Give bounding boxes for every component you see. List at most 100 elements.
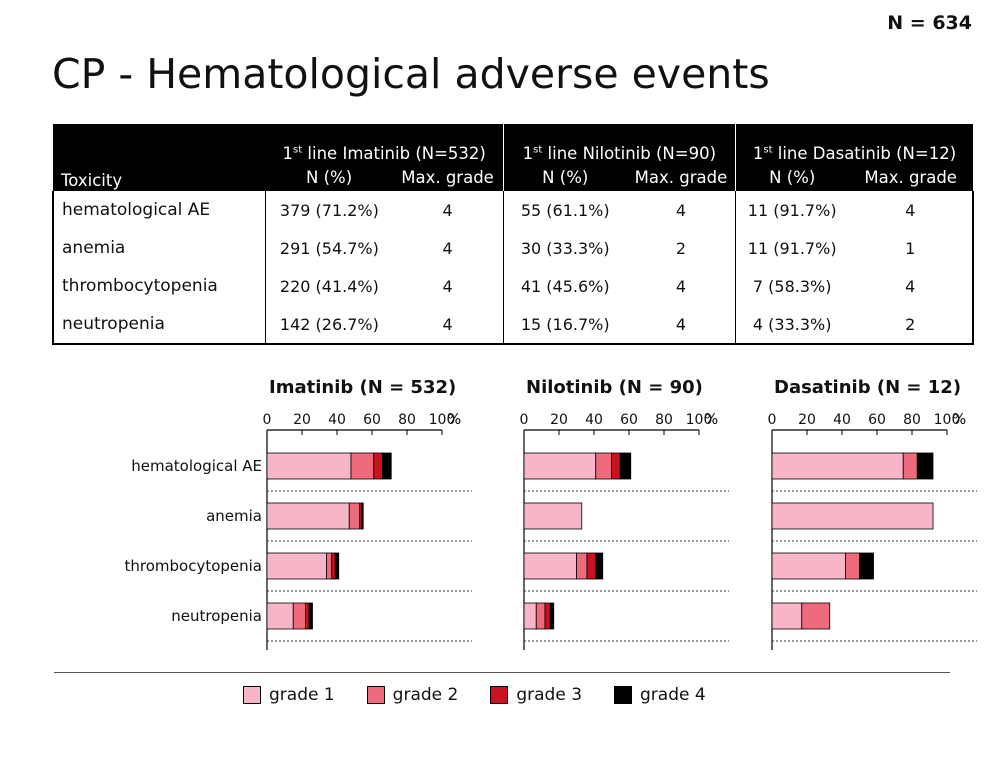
bar-segment xyxy=(523,602,537,630)
cell-value: 4 xyxy=(848,267,974,305)
category-label: anemia xyxy=(206,507,262,525)
cell-value: 1 xyxy=(848,229,974,267)
legend-item-grade-2: grade 2 xyxy=(366,685,459,705)
x-tick-label: 100 xyxy=(686,412,713,428)
x-tick-label: 40 xyxy=(833,412,851,428)
bar-segment xyxy=(595,452,612,480)
bar-segment xyxy=(292,602,306,630)
group-header-nilotinib: 1st line Nilotinib (N=90) xyxy=(503,124,737,164)
cell-value: 142 (26.7%) xyxy=(265,305,393,345)
x-tick-label: 60 xyxy=(868,412,886,428)
legend-swatch-grade-1 xyxy=(243,686,261,704)
cell-value: 4 xyxy=(442,276,453,296)
bar-segment xyxy=(619,452,632,480)
chart-legend: grade 1 grade 2 grade 3 grade 4 xyxy=(243,685,706,705)
legend-label: grade 1 xyxy=(269,685,335,705)
x-tick-label: 80 xyxy=(398,412,416,428)
group-header-imatinib: 1st line Imatinib (N=532) xyxy=(265,124,504,164)
cell-value: 2 xyxy=(675,238,687,258)
subheader-grade: Max. grade xyxy=(848,164,973,191)
bar-segment xyxy=(382,452,392,480)
bar-segment xyxy=(549,602,555,630)
toxicity-header: Toxicity xyxy=(53,124,266,191)
legend-item-grade-1: grade 1 xyxy=(243,685,335,705)
cell-value: 15 (16.7%) xyxy=(502,305,627,345)
cell-value: 7 (58.3%) xyxy=(735,267,849,305)
bar-segment xyxy=(771,552,846,580)
legend-item-grade-4: grade 4 xyxy=(614,685,706,705)
cell-value: 4 xyxy=(392,305,504,345)
table-row: neutropenia 142 (26.7%) 4 15 (16.7%) 4 4… xyxy=(52,305,974,345)
x-tick-label: 80 xyxy=(655,412,673,428)
row-name: neutropenia xyxy=(52,305,266,345)
panel-title: Dasatinib (N = 12) xyxy=(774,377,961,398)
subheader-n: N (%) xyxy=(265,164,393,191)
x-unit-label: % xyxy=(447,410,461,428)
cell-value: 4 (33.3%) xyxy=(735,305,849,345)
bar-segment xyxy=(308,602,313,630)
cell-value: 2 xyxy=(848,305,974,345)
bar-segment xyxy=(266,552,327,580)
legend-label: grade 2 xyxy=(392,685,459,705)
table-row: anemia 291 (54.7%) 4 30 (33.3%) 2 11 (91… xyxy=(52,229,974,267)
legend-swatch-grade-3 xyxy=(490,686,509,704)
bar-segment xyxy=(266,502,350,530)
category-label: thrombocytopenia xyxy=(124,557,262,575)
bar-segment xyxy=(845,552,860,580)
subheader-n: N (%) xyxy=(503,164,627,191)
group-header-dasatinib: 1st line Dasatinib (N=12) xyxy=(735,124,973,164)
cell-value: 11 (91.7%) xyxy=(735,191,849,229)
table-row: hematological AE 379 (71.2%) 4 55 (61.1%… xyxy=(52,191,974,229)
bar-segment xyxy=(859,552,874,580)
bar-segment xyxy=(611,452,621,480)
category-label: neutropenia xyxy=(171,607,262,625)
total-n-label: N = 634 xyxy=(887,12,972,34)
panel-title: Imatinib (N = 532) xyxy=(269,377,456,398)
x-tick-label: 60 xyxy=(363,412,381,428)
bar-segment xyxy=(586,552,597,580)
bar-segment xyxy=(266,602,294,630)
subheader-grade: Max. grade xyxy=(392,164,504,191)
x-tick-label: 100 xyxy=(934,412,961,428)
bar-segment xyxy=(523,502,583,530)
divider-line xyxy=(54,672,950,673)
bar-segment xyxy=(266,452,352,480)
x-tick-label: 40 xyxy=(585,412,603,428)
cell-value: 379 (71.2%) xyxy=(265,191,393,229)
cell-value: 291 (54.7%) xyxy=(265,229,393,267)
bar-segment xyxy=(523,552,577,580)
cell-value: 55 (61.1%) xyxy=(502,191,627,229)
x-tick-label: 0 xyxy=(520,412,529,428)
bar-segment xyxy=(331,552,336,580)
bar-segment xyxy=(348,502,361,530)
cell-value: 4 xyxy=(848,191,974,229)
cell-value: 4 xyxy=(675,276,687,296)
x-tick-label: 20 xyxy=(550,412,568,428)
category-label: hematological AE xyxy=(131,457,262,475)
x-tick-label: 0 xyxy=(263,412,272,428)
x-tick-label: 40 xyxy=(328,412,346,428)
legend-label: grade 4 xyxy=(640,685,706,705)
cell-value: 4 xyxy=(675,200,687,220)
bar-segment xyxy=(361,502,364,530)
bar-segment xyxy=(771,502,934,530)
subheader-n: N (%) xyxy=(735,164,849,191)
cell-value: 41 (45.6%) xyxy=(502,267,627,305)
bar-segment xyxy=(916,452,934,480)
x-tick-label: 0 xyxy=(768,412,777,428)
legend-label: grade 3 xyxy=(516,685,583,705)
stacked-bar-charts: hematological AE anemia thrombocytopenia ne… xyxy=(124,377,977,650)
x-tick-label: 20 xyxy=(293,412,311,428)
cell-value: 220 (41.4%) xyxy=(265,267,393,305)
bar-segment xyxy=(595,552,604,580)
page-title: CP - Hematological adverse events xyxy=(52,50,770,98)
row-name: anemia xyxy=(52,229,266,267)
bar-segment xyxy=(523,452,597,480)
legend-item-grade-3: grade 3 xyxy=(490,685,582,705)
cell-value: 4 xyxy=(626,305,736,345)
legend-swatch-grade-4 xyxy=(614,686,633,704)
cell-value: 4 xyxy=(442,238,453,258)
bar-segment xyxy=(326,552,333,580)
legend-swatch-grade-2 xyxy=(366,686,385,704)
bar-segment xyxy=(305,602,310,630)
